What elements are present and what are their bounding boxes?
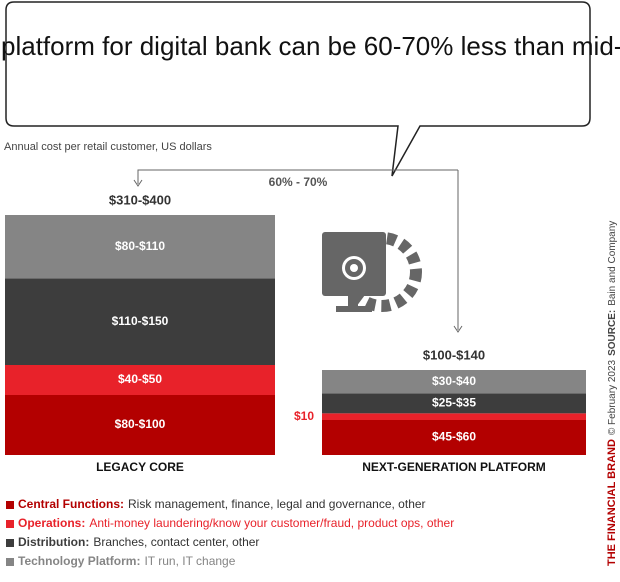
legend-description: Branches, contact center, other: [93, 535, 259, 549]
legend-swatch: [6, 520, 14, 528]
chart-title: Cost base of tech platform for digital b…: [0, 31, 620, 61]
legend-swatch: [6, 501, 14, 509]
source-text: Bain and Company: [607, 221, 618, 306]
arrow-head: [453, 325, 463, 333]
chart-title-text: Cost base of tech platform for digital b…: [0, 31, 620, 61]
total-label: $310-$400: [109, 192, 171, 207]
callout: [5, 1, 591, 177]
legend-name: Distribution:: [18, 535, 89, 549]
legend-entry: Operations: Anti-money laundering/know yo…: [18, 516, 454, 530]
value-label: $45-$60: [432, 430, 476, 444]
annotation: 60% - 70%: [269, 175, 328, 189]
value-label: $10: [294, 409, 314, 423]
legend-entry: Distribution: Branches, contact center, o…: [18, 535, 259, 549]
legend-description: Risk management, finance, legal and gove…: [128, 497, 426, 511]
value-label: $30-$40: [432, 374, 476, 388]
date: © February 2023: [607, 359, 618, 435]
value-label: $25-$35: [432, 396, 476, 410]
arrow-head: [133, 179, 143, 187]
source-label: SOURCE:: [607, 310, 618, 356]
value-label: $110-$150: [112, 314, 169, 328]
brand: THE FINANCIAL BRAND: [606, 439, 618, 566]
legend-entry: Central Functions: Risk management, finan…: [18, 497, 426, 511]
legend-swatch: [6, 539, 14, 547]
bar-segment: [5, 215, 275, 279]
bar-segment: [322, 413, 586, 420]
source: THE FINANCIAL BRAND © February 2023 SOURCE…: [606, 221, 618, 566]
bar-segment: [322, 420, 586, 455]
category-label: NEXT-GENERATION PLATFORM: [362, 460, 546, 474]
bar-segment: [322, 393, 586, 414]
legend-name: Technology Platform:: [18, 554, 140, 568]
legend-name: Operations:: [18, 516, 85, 530]
legend-name: Central Functions:: [18, 497, 124, 511]
bar-segment: [5, 278, 275, 365]
value-label: $80-$100: [115, 417, 166, 431]
legend-description: Anti-money laundering/know your customer…: [89, 516, 454, 530]
legend-entry: Technology Platform: IT run, IT change: [18, 554, 236, 568]
arrow: [137, 169, 458, 184]
icon: [322, 232, 422, 312]
bar-segment: [5, 395, 275, 455]
bar-segment: [5, 365, 275, 395]
total-label: $100-$140: [423, 347, 485, 362]
value-label: $40-$50: [118, 372, 162, 386]
category-label: LEGACY CORE: [96, 460, 184, 474]
bar-segment: [322, 370, 586, 394]
value-label: $80-$110: [115, 239, 165, 253]
legend-swatch: [6, 558, 14, 566]
subtitle: Annual cost per retail customer, US doll…: [4, 141, 212, 153]
legend-description: IT run, IT change: [144, 554, 235, 568]
